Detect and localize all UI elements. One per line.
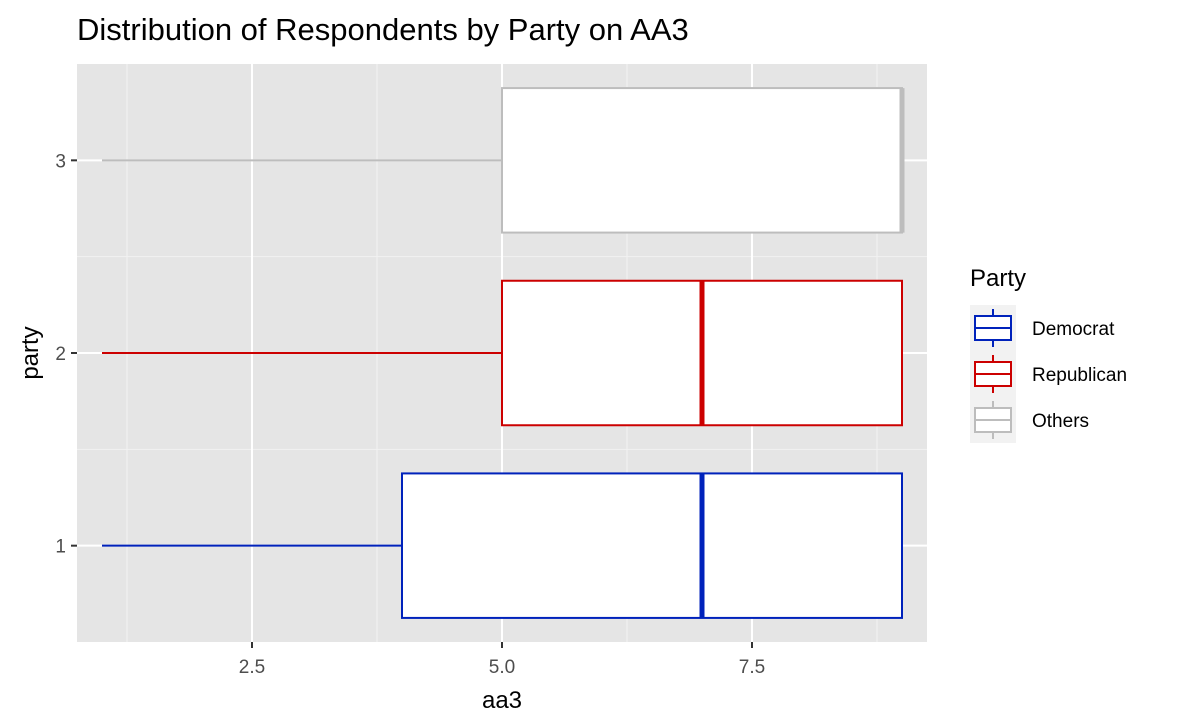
boxes <box>102 87 905 619</box>
legend-item-democrat: Democrat <box>970 305 1115 351</box>
box-iqr <box>501 87 903 234</box>
y-tick-label: 2 <box>55 344 66 365</box>
x-axis: 2.5 5.0 7.5 <box>239 642 765 678</box>
box-democrat <box>102 472 903 619</box>
box-iqr <box>401 472 903 619</box>
box-others <box>102 87 905 234</box>
y-axis-title: party <box>17 326 44 379</box>
x-tick-label: 7.5 <box>739 657 765 678</box>
y-tick-label: 3 <box>55 151 66 172</box>
legend-label: Others <box>1032 411 1089 432</box>
y-tick-label: 1 <box>55 537 66 558</box>
legend-item-republican: Republican <box>970 351 1127 397</box>
legend-item-others: Others <box>970 397 1089 443</box>
y-axis: 1 2 3 <box>55 151 77 558</box>
box-republican <box>102 279 903 427</box>
legend-label: Republican <box>1032 365 1127 386</box>
legend-title: Party <box>970 265 1026 292</box>
x-tick-label: 5.0 <box>489 657 515 678</box>
legend-label: Democrat <box>1032 319 1115 340</box>
x-tick-label: 2.5 <box>239 657 265 678</box>
chart-title: Distribution of Respondents by Party on … <box>77 12 689 47</box>
legend: Party Democrat Republican Others <box>970 265 1127 443</box>
x-axis-title: aa3 <box>482 687 522 714</box>
